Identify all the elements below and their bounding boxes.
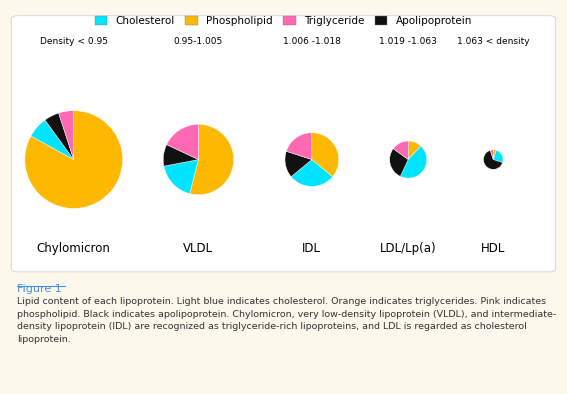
Wedge shape [25,111,122,208]
Wedge shape [490,150,493,160]
Text: Lipid content of each lipoprotein. Light blue indicates cholesterol. Orange indi: Lipid content of each lipoprotein. Light… [17,297,556,344]
Wedge shape [285,151,312,177]
Text: 1.019 -1.063: 1.019 -1.063 [379,37,437,46]
Wedge shape [31,120,74,160]
Wedge shape [312,133,338,177]
Wedge shape [493,150,503,163]
Text: Density < 0.95: Density < 0.95 [40,37,108,46]
Text: Chylomicron: Chylomicron [37,242,111,255]
Wedge shape [400,146,427,178]
Text: VLDL: VLDL [183,242,214,255]
Legend: Cholesterol, Phospholipid, Triglyceride, Apolipoprotein: Cholesterol, Phospholipid, Triglyceride,… [91,12,476,30]
FancyBboxPatch shape [11,16,556,272]
Wedge shape [390,149,408,177]
Wedge shape [164,160,198,193]
Text: IDL: IDL [302,242,321,255]
Wedge shape [493,150,496,160]
Text: 1.063 < density: 1.063 < density [457,37,530,46]
Wedge shape [167,125,198,160]
Wedge shape [286,133,312,160]
Wedge shape [190,125,234,195]
Wedge shape [393,141,408,160]
Text: Figure 1: Figure 1 [17,284,62,294]
Wedge shape [45,113,74,160]
Wedge shape [163,145,198,166]
Text: 1.006 -1.018: 1.006 -1.018 [283,37,341,46]
Text: LDL/Lp(a): LDL/Lp(a) [380,242,437,255]
Text: 0.95-1.005: 0.95-1.005 [174,37,223,46]
Wedge shape [408,141,421,160]
Wedge shape [58,111,74,160]
Wedge shape [484,150,502,169]
Text: HDL: HDL [481,242,505,255]
Wedge shape [291,160,333,186]
